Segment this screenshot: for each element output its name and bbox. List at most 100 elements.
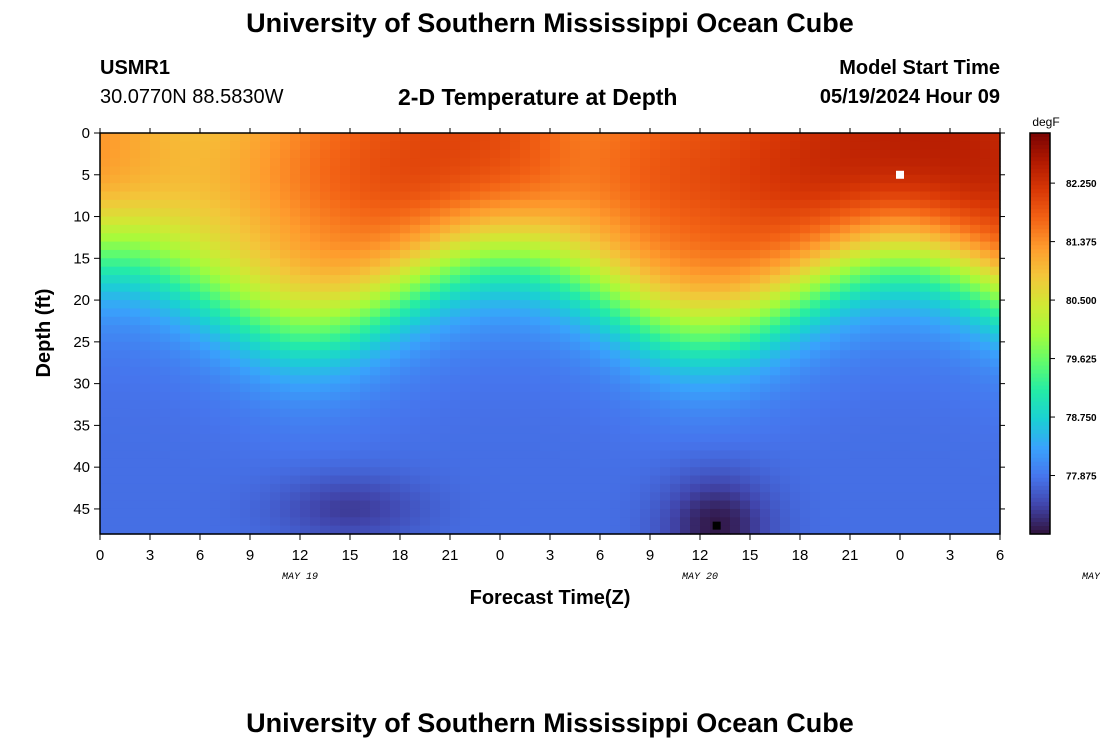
- heatmap-cell: [570, 325, 581, 335]
- heatmap-cell: [270, 350, 281, 360]
- heatmap-cell: [220, 300, 231, 310]
- heatmap-cell: [450, 174, 461, 184]
- heatmap-cell: [880, 333, 891, 343]
- heatmap-cell: [860, 425, 871, 435]
- heatmap-cell: [930, 283, 941, 293]
- heatmap-cell: [830, 133, 841, 142]
- heatmap-cell: [890, 174, 901, 184]
- heatmap-cell: [780, 291, 791, 301]
- heatmap-cell: [420, 183, 431, 193]
- heatmap-cell: [540, 358, 551, 368]
- heatmap-cell: [230, 341, 241, 351]
- heatmap-cell: [230, 358, 241, 368]
- heatmap-cell: [280, 333, 291, 343]
- heatmap-cell: [510, 325, 521, 335]
- heatmap-cell: [780, 525, 791, 535]
- heatmap-cell: [770, 249, 781, 259]
- heatmap-cell: [570, 417, 581, 426]
- heatmap-cell: [960, 358, 971, 368]
- heatmap-cell: [470, 500, 481, 510]
- heatmap-cell: [180, 475, 191, 485]
- heatmap-cell: [490, 450, 501, 460]
- heatmap-cell: [950, 233, 961, 243]
- colorbar-segment: [1030, 185, 1050, 190]
- colorbar-segment: [1030, 333, 1050, 339]
- heatmap-cell: [630, 233, 641, 243]
- heatmap-cell: [650, 517, 661, 527]
- heatmap-cell: [630, 483, 641, 493]
- colorbar-segment: [1030, 217, 1050, 222]
- heatmap-cell: [440, 400, 451, 410]
- heatmap-cell: [920, 508, 931, 518]
- heatmap-cell: [280, 183, 291, 193]
- heatmap-cell: [930, 517, 941, 527]
- heatmap-cell: [920, 391, 931, 401]
- heatmap-cell: [440, 508, 451, 518]
- heatmap-cell: [400, 366, 411, 376]
- heatmap-cell: [340, 266, 351, 276]
- heatmap-cell: [410, 316, 421, 326]
- heatmap-cell: [660, 508, 671, 518]
- heatmap-cell: [110, 408, 121, 418]
- heatmap-cell: [810, 316, 821, 326]
- heatmap-cell: [900, 375, 911, 385]
- heatmap-cell: [980, 224, 991, 234]
- heatmap-cell: [530, 258, 541, 268]
- heatmap-cell: [670, 383, 681, 393]
- heatmap-cell: [660, 333, 671, 343]
- heatmap-cell: [780, 275, 791, 284]
- heatmap-cell: [530, 158, 541, 168]
- heatmap-cell: [240, 158, 251, 168]
- heatmap-cell: [930, 492, 941, 502]
- heatmap-cell: [670, 316, 681, 326]
- heatmap-cell: [330, 475, 341, 485]
- heatmap-cell: [570, 216, 581, 226]
- x-axis-label: Forecast Time(Z): [470, 587, 631, 609]
- heatmap-cell: [640, 241, 651, 251]
- heatmap-cell: [650, 391, 661, 401]
- heatmap-cell: [640, 275, 651, 284]
- heatmap-cell: [410, 183, 421, 193]
- heatmap-cell: [620, 508, 631, 518]
- heatmap-cell: [860, 258, 871, 268]
- heatmap-cell: [890, 525, 901, 535]
- heatmap-cell: [260, 291, 271, 301]
- heatmap-cell: [120, 308, 131, 318]
- heatmap-cell: [810, 183, 821, 193]
- heatmap-cell: [160, 350, 171, 360]
- heatmap-cell: [100, 308, 111, 318]
- heatmap-cell: [810, 475, 821, 485]
- heatmap-cell: [390, 291, 401, 301]
- heatmap-cell: [310, 191, 321, 201]
- heatmap-cell: [210, 158, 221, 168]
- heatmap-cell: [970, 183, 981, 193]
- heatmap-cell: [200, 275, 211, 284]
- heatmap-cell: [500, 166, 511, 176]
- heatmap-cell: [570, 316, 581, 326]
- heatmap-cell: [450, 500, 461, 510]
- heatmap-cell: [650, 500, 661, 510]
- heatmap-cell: [260, 266, 271, 276]
- heatmap-cell: [320, 417, 331, 426]
- heatmap-cell: [960, 241, 971, 251]
- heatmap-cell: [370, 233, 381, 243]
- heatmap-cell: [450, 208, 461, 218]
- heatmap-cell: [530, 216, 541, 226]
- heatmap-cell: [830, 492, 841, 502]
- heatmap-cell: [620, 241, 631, 251]
- heatmap-cell: [760, 133, 771, 142]
- heatmap-cell: [210, 216, 221, 226]
- heatmap-cell: [430, 492, 441, 502]
- heatmap-cell: [120, 483, 131, 493]
- heatmap-cell: [790, 450, 801, 460]
- colorbar-segment: [1030, 289, 1050, 294]
- heatmap-cell: [430, 458, 441, 468]
- heatmap-cell: [400, 450, 411, 460]
- heatmap-cell: [530, 199, 541, 209]
- heatmap-cell: [200, 133, 211, 142]
- heatmap-cell: [920, 266, 931, 276]
- heatmap-cell: [380, 233, 391, 243]
- heatmap-cell: [820, 216, 831, 226]
- heatmap-cell: [370, 275, 381, 284]
- footer-title: University of Southern Mississippi Ocean…: [246, 708, 854, 738]
